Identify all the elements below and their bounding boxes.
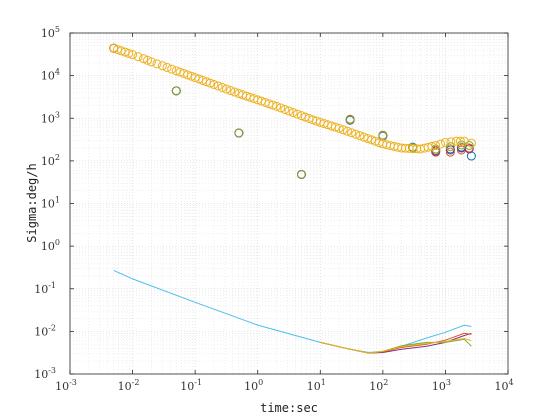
data-point — [445, 144, 455, 154]
y-tick-label: 102 — [41, 153, 60, 168]
data-point — [288, 108, 298, 118]
data-point — [334, 123, 344, 133]
data-point — [347, 128, 357, 138]
data-point — [338, 125, 348, 135]
x-tick-label: 103 — [432, 378, 451, 393]
data-point — [296, 169, 306, 179]
data-point — [234, 128, 244, 138]
y-axis-label: Sigma:deg/h — [25, 163, 39, 242]
data-point — [455, 136, 465, 146]
data-point — [284, 106, 294, 116]
data-point — [280, 104, 290, 114]
tick-layer: 10-3 10-2 10-1 100 101 102 103 104 10-3 10-2 10-1 1… — [34, 25, 513, 393]
y-tick-label: 10-3 — [34, 366, 56, 381]
data-point — [209, 79, 219, 89]
data-point — [124, 48, 134, 58]
data-point — [152, 59, 162, 69]
grid — [69, 33, 508, 375]
y-tick-label: 10-2 — [34, 323, 56, 338]
data-point — [272, 101, 282, 111]
x-tick-label: 10-2 — [118, 378, 140, 393]
x-tick-label: 10-3 — [55, 378, 77, 393]
data-point — [221, 84, 231, 94]
data-point — [230, 87, 240, 97]
data-point — [157, 61, 167, 71]
x-tick-label: 10-1 — [180, 378, 202, 393]
data-point — [464, 144, 474, 154]
data-point — [226, 86, 236, 96]
data-point — [466, 138, 476, 148]
data-point — [268, 100, 278, 110]
data-point — [171, 86, 181, 96]
data-point — [133, 52, 143, 62]
data-point — [128, 50, 138, 60]
x-tick-label: 104 — [494, 378, 513, 393]
data-point — [342, 126, 352, 136]
data-point — [213, 81, 223, 91]
y-tick-label: 100 — [41, 238, 60, 253]
data-point — [142, 55, 152, 65]
data-point — [139, 54, 149, 64]
data-point — [330, 122, 340, 132]
y-tick-label: 103 — [41, 110, 60, 125]
data-point — [431, 140, 441, 150]
data-point — [436, 139, 446, 149]
data-point — [427, 141, 437, 151]
x-tick-label: 101 — [307, 378, 326, 393]
data-point — [162, 62, 172, 72]
data-point — [355, 131, 365, 141]
data-point — [345, 115, 355, 125]
data-point — [446, 137, 456, 147]
x-axis-label: time:sec — [260, 401, 318, 415]
data-point — [146, 57, 156, 67]
data-point — [292, 109, 302, 119]
x-tick-label: 100 — [244, 378, 263, 393]
data-point — [167, 64, 177, 74]
y-tick-label: 104 — [41, 68, 60, 83]
data-point — [205, 78, 215, 88]
series-line — [113, 269, 472, 354]
data-point — [440, 137, 450, 147]
series-line — [320, 337, 472, 354]
y-tick-label: 10-1 — [34, 281, 56, 296]
x-tick-label: 102 — [369, 378, 388, 393]
data-point — [445, 147, 455, 157]
y-tick-label: 101 — [41, 196, 60, 211]
series-layer — [109, 43, 476, 354]
y-tick-label: 105 — [41, 25, 60, 40]
data-point — [217, 82, 227, 92]
data-point — [276, 103, 286, 113]
data-point — [351, 129, 361, 139]
